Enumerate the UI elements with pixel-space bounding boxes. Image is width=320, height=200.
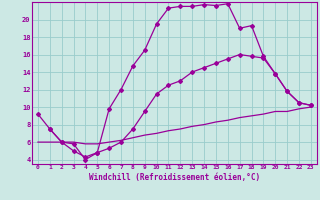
X-axis label: Windchill (Refroidissement éolien,°C): Windchill (Refroidissement éolien,°C) (89, 173, 260, 182)
